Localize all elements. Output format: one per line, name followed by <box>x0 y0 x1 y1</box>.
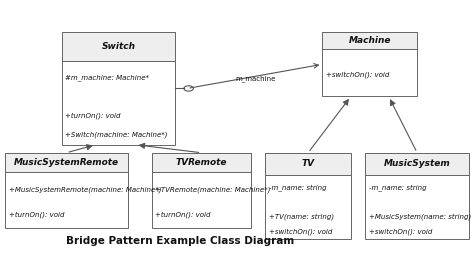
Text: MusicSystemRemote: MusicSystemRemote <box>14 158 119 167</box>
Text: +Switch(machine: Machine*): +Switch(machine: Machine*) <box>65 132 168 139</box>
Text: TVRemote: TVRemote <box>176 158 227 167</box>
Text: +turnOn(): void: +turnOn(): void <box>65 113 121 119</box>
Text: MusicSystem: MusicSystem <box>384 159 450 168</box>
Text: -m_name: string: -m_name: string <box>269 184 327 191</box>
Text: +TVRemote(machine: Machine*): +TVRemote(machine: Machine*) <box>155 186 271 193</box>
Bar <box>265 153 351 239</box>
Bar <box>152 153 251 172</box>
Bar <box>365 153 469 239</box>
Text: #m_machine: Machine*: #m_machine: Machine* <box>65 74 149 81</box>
Text: +switchOn(): void: +switchOn(): void <box>326 71 390 78</box>
Text: TV: TV <box>301 159 315 168</box>
Bar <box>265 153 351 175</box>
Bar <box>62 32 175 145</box>
Text: +TV(name: string): +TV(name: string) <box>269 213 334 220</box>
Text: +turnOn(): void: +turnOn(): void <box>9 212 64 218</box>
Bar <box>365 153 469 175</box>
Text: +turnOn(): void: +turnOn(): void <box>155 212 211 218</box>
Text: +switchOn(): void: +switchOn(): void <box>369 228 432 234</box>
Text: Bridge Pattern Example Class Diagram: Bridge Pattern Example Class Diagram <box>66 236 294 246</box>
Bar <box>322 32 417 96</box>
Bar <box>152 153 251 228</box>
Text: Switch: Switch <box>101 42 136 51</box>
Text: -m_name: string: -m_name: string <box>369 184 427 191</box>
Bar <box>62 32 175 61</box>
Bar <box>5 153 128 228</box>
Circle shape <box>184 86 193 91</box>
Text: +switchOn(): void: +switchOn(): void <box>269 228 333 234</box>
Bar <box>5 153 128 172</box>
Text: +MusicSystemRemote(machine: Machine*): +MusicSystemRemote(machine: Machine*) <box>9 186 161 193</box>
Text: Machine: Machine <box>348 36 391 45</box>
Bar <box>322 32 417 49</box>
Text: m_machine: m_machine <box>235 75 276 82</box>
Text: +MusicSystem(name: string): +MusicSystem(name: string) <box>369 213 471 220</box>
